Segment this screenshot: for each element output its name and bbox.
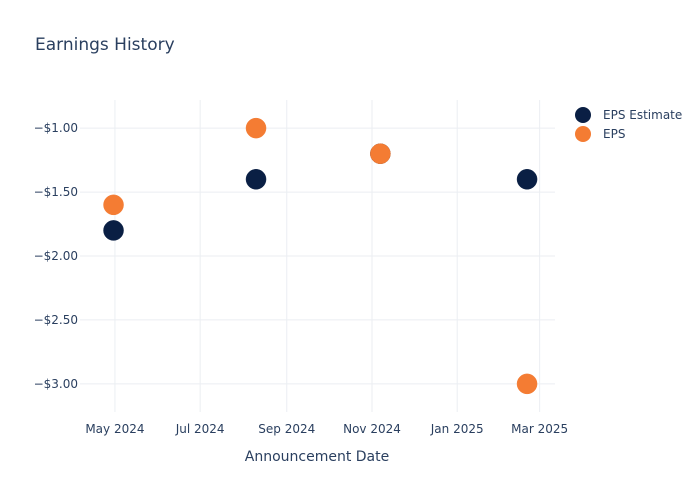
x-tick-label: Jul 2024 — [175, 422, 225, 436]
chart-title: Earnings History — [35, 35, 175, 55]
data-point[interactable] — [516, 373, 538, 395]
y-tick-label: −$2.50 — [34, 313, 78, 327]
data-point[interactable] — [245, 117, 267, 139]
y-tick-label: −$3.00 — [34, 377, 78, 391]
legend[interactable]: EPS Estimate EPS — [575, 107, 682, 142]
x-axis-title: Announcement Date — [245, 449, 389, 465]
x-tick-label: Nov 2024 — [343, 422, 401, 436]
data-point[interactable] — [370, 143, 391, 164]
legend-marker — [575, 107, 591, 123]
data-points — [103, 117, 538, 395]
series-eps — [103, 117, 538, 395]
y-tick-label: −$2.00 — [34, 249, 78, 263]
data-point[interactable] — [103, 220, 124, 241]
x-tick-label: Jan 2025 — [430, 422, 484, 436]
y-tick-label: −$1.00 — [34, 121, 78, 135]
y-axis-ticks: −$1.00 −$1.50 −$2.00 −$2.50 −$3.00 — [34, 121, 78, 391]
x-tick-label: Mar 2025 — [511, 422, 568, 436]
y-tick-label: −$1.50 — [34, 185, 78, 199]
grid — [80, 100, 555, 412]
legend-item[interactable]: EPS — [575, 126, 625, 142]
data-point[interactable] — [245, 169, 267, 190]
x-axis-ticks: May 2024 Jul 2024 Sep 2024 Nov 2024 Jan 2025… — [85, 422, 568, 436]
legend-label: EPS — [603, 127, 625, 141]
legend-item[interactable]: EPS Estimate — [575, 107, 682, 123]
data-point[interactable] — [103, 194, 124, 216]
legend-label: EPS Estimate — [603, 108, 682, 122]
data-point[interactable] — [516, 169, 538, 190]
x-tick-label: Sep 2024 — [258, 422, 315, 436]
legend-marker — [575, 126, 591, 142]
x-tick-label: May 2024 — [85, 422, 144, 436]
